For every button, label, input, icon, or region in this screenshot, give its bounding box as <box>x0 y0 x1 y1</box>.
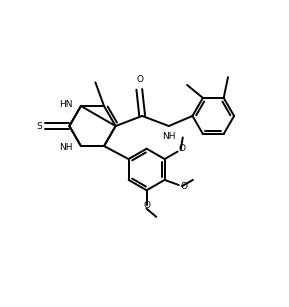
Text: NH: NH <box>162 132 175 142</box>
Text: HN: HN <box>59 100 73 109</box>
Text: O: O <box>143 201 150 210</box>
Text: O: O <box>179 145 186 154</box>
Text: O: O <box>136 75 143 84</box>
Text: NH: NH <box>59 143 73 152</box>
Text: S: S <box>37 122 42 130</box>
Text: O: O <box>180 182 187 191</box>
